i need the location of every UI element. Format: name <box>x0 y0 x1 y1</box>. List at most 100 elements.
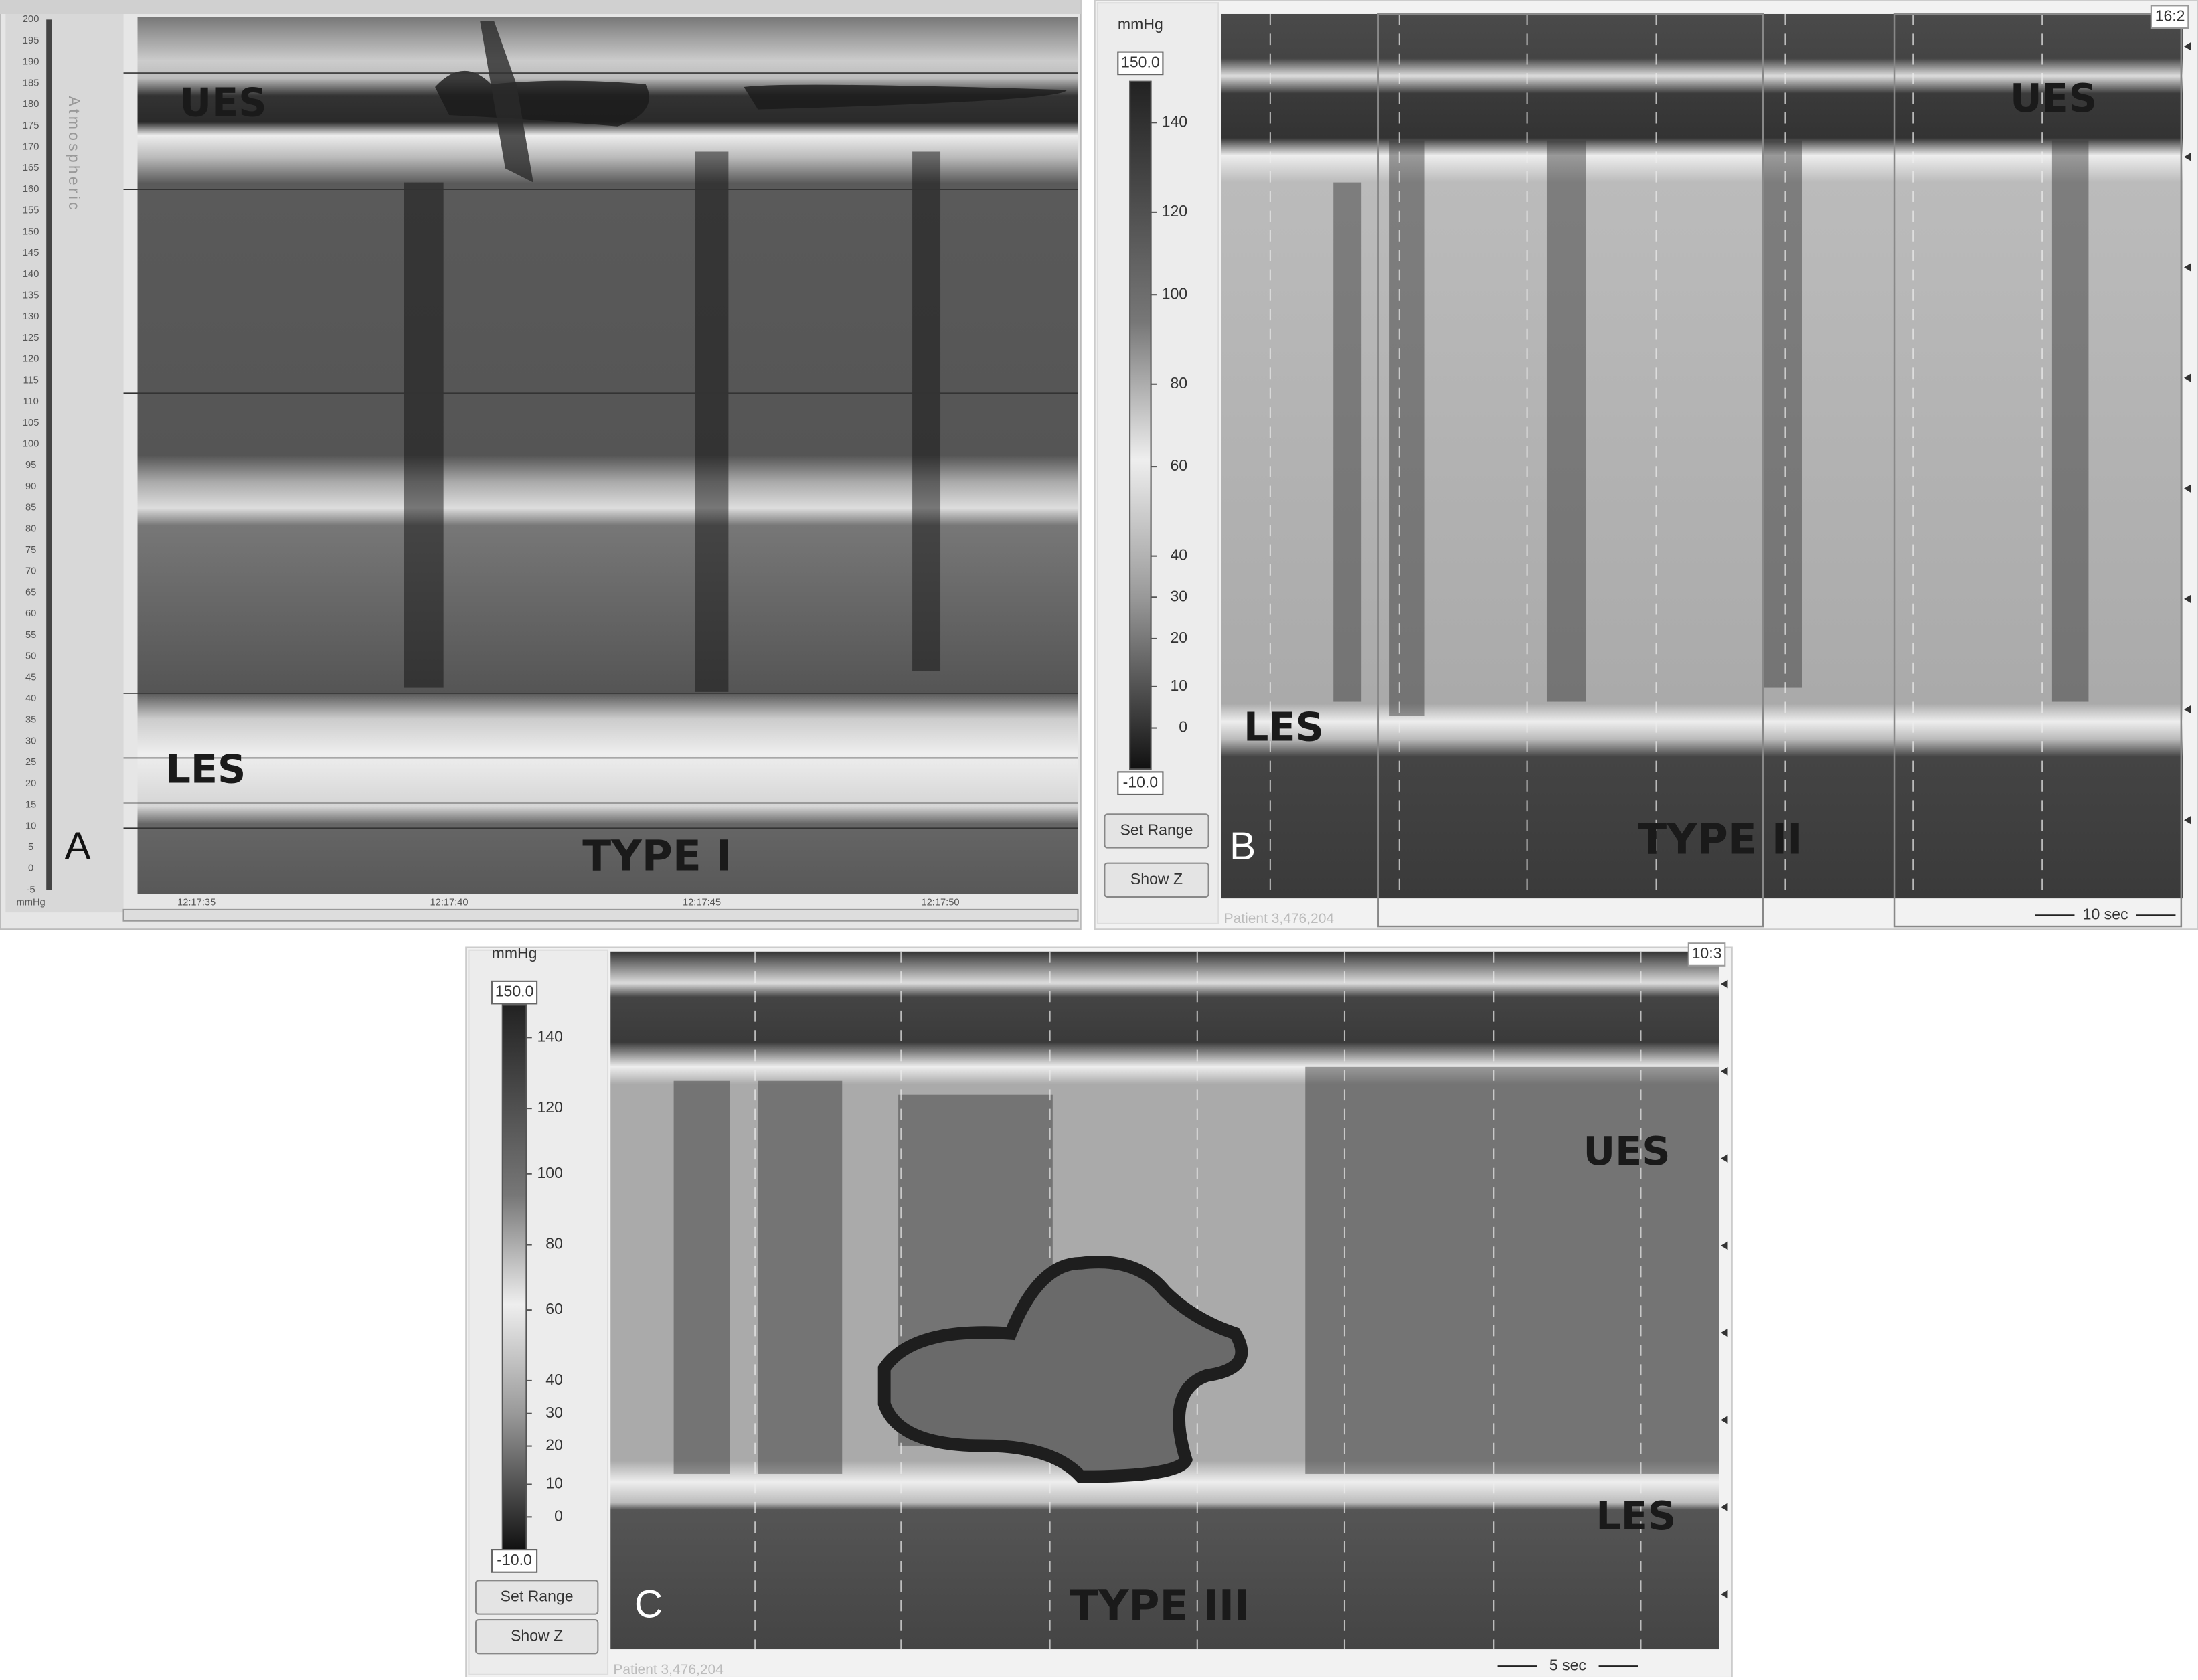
selection-bracket <box>1377 13 1764 928</box>
pressure-stripe <box>2051 140 2089 702</box>
label: 5 <box>28 842 33 853</box>
label: 170 <box>23 142 39 153</box>
label: 80 <box>1170 374 1187 392</box>
label[interactable]: Show Z <box>511 1626 563 1644</box>
contraction-spike <box>480 21 533 183</box>
label: TYPE I <box>582 831 732 880</box>
panel-a-toolbar <box>0 0 1081 14</box>
label: A <box>64 825 91 868</box>
sensor-marker <box>2184 153 2191 161</box>
label: 150.0 <box>495 983 534 1000</box>
label: 60 <box>545 1300 563 1317</box>
label: 30 <box>545 1404 563 1421</box>
label: 20 <box>25 778 36 789</box>
sensor-marker <box>1720 1154 1728 1163</box>
label: 20 <box>1170 628 1187 646</box>
range-box <box>1117 771 1164 795</box>
label: 10:3 <box>1692 944 1722 962</box>
label: 65 <box>25 587 36 598</box>
label: 105 <box>23 418 39 428</box>
label: -5 <box>27 884 35 895</box>
label: mmHg <box>1118 15 1163 33</box>
scale-panel <box>1096 2 1219 924</box>
label: 140 <box>537 1027 562 1045</box>
label: 125 <box>23 333 39 343</box>
label: 100 <box>23 438 39 449</box>
label: 20 <box>545 1436 563 1454</box>
label: 50 <box>25 651 36 662</box>
label: 0 <box>1179 718 1187 736</box>
sensor-marker <box>1720 1503 1728 1512</box>
pressure-stripe <box>1389 140 1425 716</box>
label: mmHg <box>492 944 537 962</box>
pressure-stripe <box>1762 140 1802 688</box>
label: 150.0 <box>1121 53 1160 70</box>
sensor-marker <box>2184 705 2191 714</box>
label: 100 <box>537 1164 562 1181</box>
label: 10 <box>25 821 36 831</box>
clock-box <box>2150 5 2189 29</box>
time-scale-bg <box>1537 1656 1599 1676</box>
sensor-marker <box>2184 594 2191 604</box>
label: 140 <box>1162 112 1187 130</box>
button[interactable] <box>475 1580 599 1615</box>
pressurization-blob <box>877 1256 1248 1483</box>
clock-box <box>1687 942 1726 967</box>
label: 12:17:35 <box>177 897 216 908</box>
label: 35 <box>25 715 36 726</box>
label: 5 sec <box>1549 1656 1586 1673</box>
label[interactable]: Show Z <box>1130 870 1183 888</box>
selection-bracket <box>1893 13 2183 928</box>
label: 10 sec <box>2083 905 2128 922</box>
pressure-stripe <box>1305 1066 1719 1474</box>
sensor-marker <box>1720 1241 1728 1250</box>
label: UES <box>179 80 266 125</box>
label: 75 <box>25 545 36 556</box>
label[interactable]: Set Range <box>1120 821 1193 839</box>
label: UES <box>1583 1128 1670 1174</box>
label: 30 <box>25 736 36 746</box>
ues-band <box>435 70 1067 127</box>
label: 185 <box>23 78 39 88</box>
sensor-marker <box>2184 373 2191 382</box>
colorbar <box>1129 80 1152 770</box>
label: 110 <box>23 396 38 407</box>
label: 80 <box>545 1235 563 1252</box>
label: -10.0 <box>1123 773 1159 790</box>
sensor-marker <box>2184 41 2191 51</box>
sensor-marker <box>1720 979 1728 989</box>
label: 10 <box>545 1475 563 1492</box>
button[interactable] <box>1104 862 1209 898</box>
label: 120 <box>23 354 39 365</box>
label: 0 <box>28 863 33 874</box>
scale-panel <box>468 949 609 1675</box>
pressure-stripe <box>758 1080 843 1474</box>
pressure-stripe <box>404 182 444 688</box>
label: TYPE II <box>1638 815 1802 863</box>
label: 150 <box>23 226 39 237</box>
panel-a-scroll <box>122 908 1079 922</box>
label: 40 <box>545 1371 563 1388</box>
label: 70 <box>25 566 36 577</box>
label: 135 <box>23 290 39 301</box>
label: 12:17:50 <box>922 897 960 908</box>
button[interactable] <box>1104 813 1209 849</box>
sensor-marker <box>1720 1067 1728 1076</box>
label: 15 <box>25 800 36 811</box>
label: 180 <box>23 99 39 110</box>
label[interactable]: Set Range <box>501 1588 574 1605</box>
label: 40 <box>25 693 36 704</box>
sensor-marker <box>2184 815 2191 825</box>
colorbar <box>501 1004 527 1551</box>
range-box <box>491 1549 538 1573</box>
button[interactable] <box>475 1618 599 1655</box>
label: 145 <box>23 248 39 258</box>
sensor-marker <box>1720 1590 1728 1599</box>
time-scale-bg <box>2074 905 2136 925</box>
label: 30 <box>1170 587 1187 604</box>
label: LES <box>1244 705 1324 750</box>
label: 0 <box>554 1507 563 1524</box>
label: 45 <box>25 672 36 683</box>
label: LES <box>165 746 246 792</box>
